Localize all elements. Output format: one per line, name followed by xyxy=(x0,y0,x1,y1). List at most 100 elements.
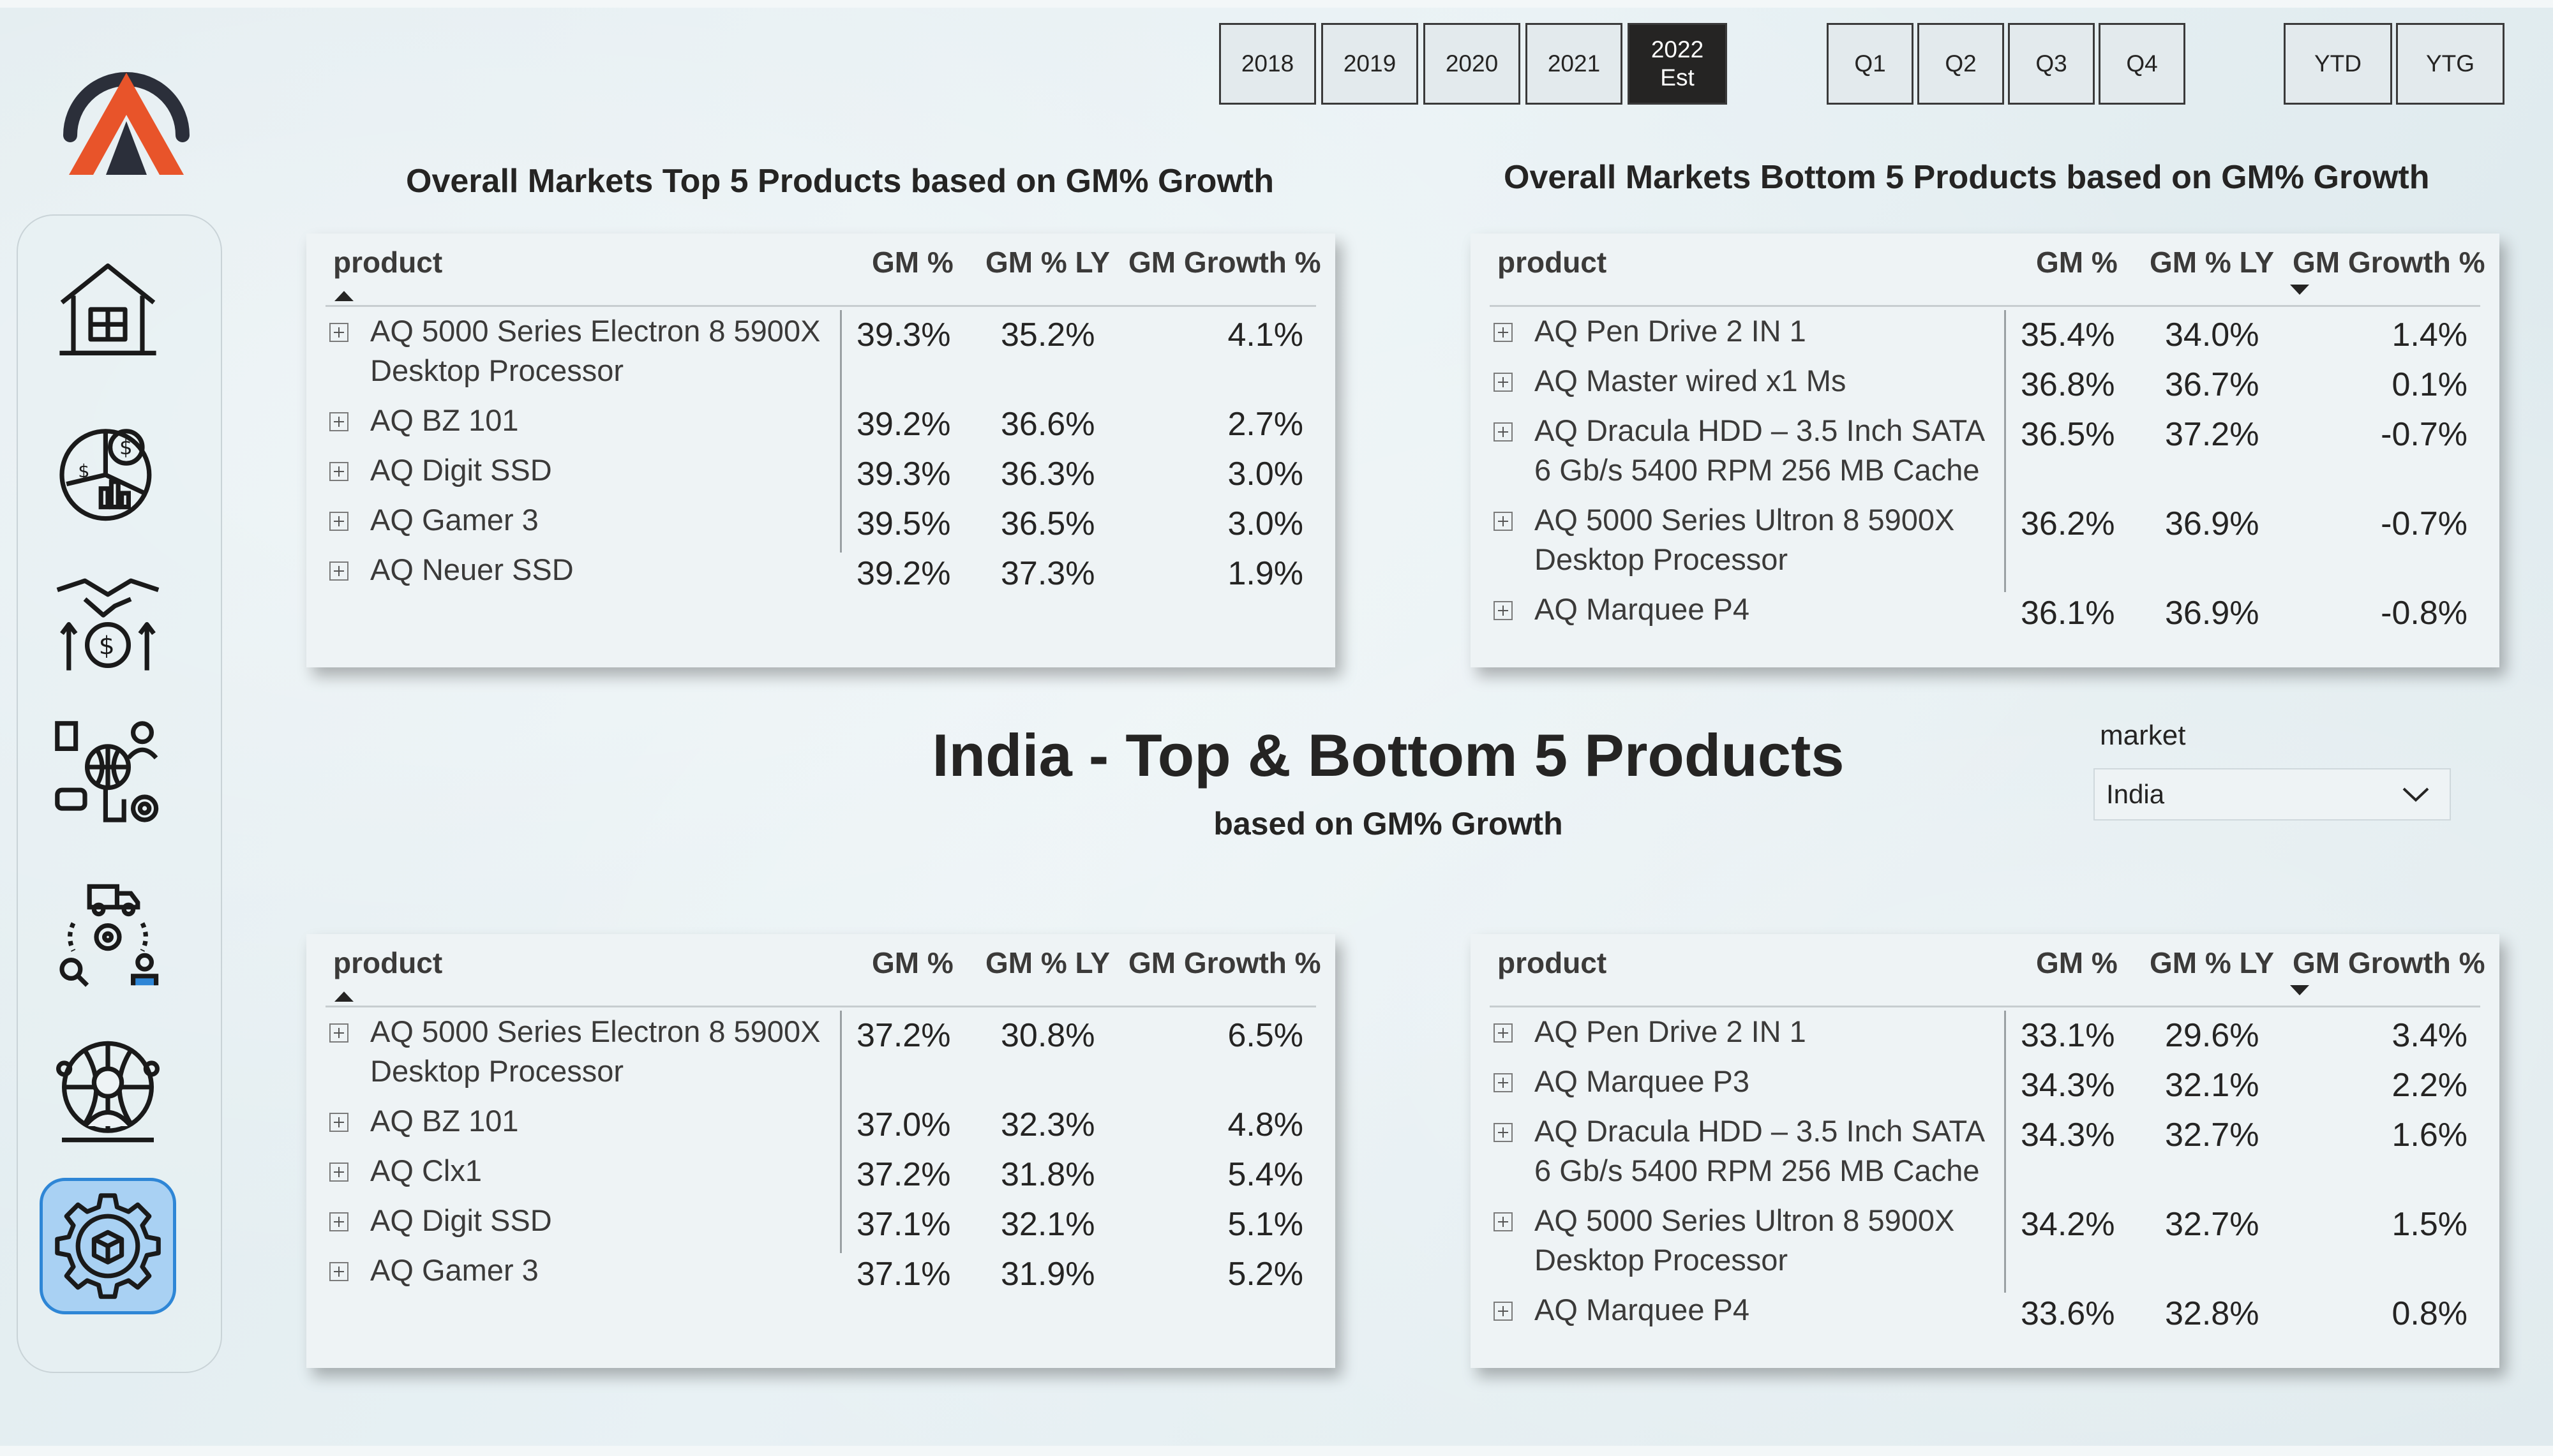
gm-growth-column-header[interactable]: GM Growth % xyxy=(2293,946,2485,979)
product-column-header[interactable]: product xyxy=(1497,246,1607,279)
table-row: AQ Dracula HDD – 3.5 Inch SATA 6 Gb/s 54… xyxy=(1471,1111,2499,1191)
gm-ly-value: 36.5% xyxy=(1001,505,1095,542)
gm-column-header[interactable]: GM % xyxy=(2036,946,2118,979)
nav-home-button[interactable] xyxy=(40,241,176,378)
gm-ly-value: 30.8% xyxy=(1001,1017,1095,1054)
nav-executive-button[interactable] xyxy=(40,1023,176,1160)
expand-row-icon[interactable] xyxy=(1494,1302,1513,1321)
table-row: AQ Gamer 3 39.5% 36.5% 3.0% xyxy=(306,500,1335,542)
product-name: AQ Neuer SSD xyxy=(370,553,574,586)
column-separator xyxy=(2004,310,2006,592)
product-name: AQ Digit SSD xyxy=(370,1203,552,1237)
gm-growth-value: 3.4% xyxy=(2392,1017,2467,1054)
expand-row-icon[interactable] xyxy=(329,1212,348,1231)
gm-value: 37.1% xyxy=(857,1206,951,1243)
gm-column-header[interactable]: GM % xyxy=(872,246,954,279)
expand-row-icon[interactable] xyxy=(1494,1073,1513,1092)
expand-row-icon[interactable] xyxy=(1494,1123,1513,1142)
market-dropdown[interactable]: India xyxy=(2093,768,2451,821)
expand-row-icon[interactable] xyxy=(329,561,348,581)
india-bottom-table: product GM % GM % LY GM Growth % AQ Pen Driv… xyxy=(1471,934,2499,1368)
nav-marketing-button[interactable] xyxy=(40,706,176,842)
executive-globe-icon xyxy=(56,1041,160,1143)
sort-descending-icon xyxy=(2290,285,2309,295)
gm-value: 39.3% xyxy=(857,316,951,353)
gm-ly-value: 36.9% xyxy=(2165,595,2259,632)
table-row: AQ 5000 Series Electron 8 5900X Desktop … xyxy=(306,1012,1335,1091)
product-column-header[interactable]: product xyxy=(333,946,443,979)
nav-finance-button[interactable]: $ $ xyxy=(40,402,176,539)
expand-row-icon[interactable] xyxy=(1494,1023,1513,1043)
gm-value: 37.2% xyxy=(857,1156,951,1193)
expand-row-icon[interactable] xyxy=(1494,422,1513,442)
product-name: AQ Dracula HDD – 3.5 Inch SATA 6 Gb/s 54… xyxy=(1534,413,1984,487)
quarter-q4-button[interactable]: Q4 xyxy=(2099,23,2185,105)
product-gear-icon xyxy=(55,1193,161,1299)
gm-value: 39.2% xyxy=(857,555,951,592)
gm-growth-column-header[interactable]: GM Growth % xyxy=(2293,246,2485,279)
gm-ly-column-header[interactable]: GM % LY xyxy=(2150,246,2275,279)
expand-row-icon[interactable] xyxy=(329,323,348,342)
gm-ly-column-header[interactable]: GM % LY xyxy=(985,246,1111,279)
ytd-button[interactable]: YTD xyxy=(2284,23,2392,105)
gm-growth-value: 3.0% xyxy=(1227,505,1303,542)
expand-row-icon[interactable] xyxy=(1494,373,1513,392)
year-2018-button[interactable]: 2018 xyxy=(1219,23,1316,105)
year-2020-button[interactable]: 2020 xyxy=(1423,23,1520,105)
year-2021-button[interactable]: 2021 xyxy=(1525,23,1622,105)
gm-ly-column-header[interactable]: GM % LY xyxy=(985,946,1111,979)
gm-ly-value: 36.6% xyxy=(1001,406,1095,443)
quarter-q3-button[interactable]: Q3 xyxy=(2008,23,2095,105)
gm-growth-column-header[interactable]: GM Growth % xyxy=(1128,246,1321,279)
gm-value: 37.2% xyxy=(857,1017,951,1054)
gm-ly-value: 36.9% xyxy=(2165,505,2259,542)
expand-row-icon[interactable] xyxy=(1494,512,1513,531)
expand-row-icon[interactable] xyxy=(329,1262,348,1281)
gm-growth-value: 5.2% xyxy=(1227,1256,1303,1293)
expand-row-icon[interactable] xyxy=(329,462,348,481)
nav-supply-chain-button[interactable] xyxy=(40,866,176,1003)
column-separator xyxy=(2004,1011,2006,1293)
year-2022-est-button[interactable]: 2022 Est xyxy=(1628,23,1727,105)
product-name: AQ Digit SSD xyxy=(370,453,552,487)
quarter-q2-button[interactable]: Q2 xyxy=(1917,23,2004,105)
expand-row-icon[interactable] xyxy=(329,1023,348,1043)
nav-sales-button[interactable]: $ xyxy=(40,554,176,690)
gm-ly-column-header[interactable]: GM % LY xyxy=(2150,946,2275,979)
gm-column-header[interactable]: GM % xyxy=(872,946,954,979)
expand-row-icon[interactable] xyxy=(329,412,348,431)
gm-column-header[interactable]: GM % xyxy=(2036,246,2118,279)
gm-growth-value: 4.1% xyxy=(1227,316,1303,353)
gm-ly-value: 37.2% xyxy=(2165,416,2259,453)
table-header: product GM % GM % LY GM Growth % xyxy=(326,934,1321,1007)
table-row: AQ Dracula HDD – 3.5 Inch SATA 6 Gb/s 54… xyxy=(1471,411,2499,490)
gm-growth-value: 0.8% xyxy=(2392,1295,2467,1332)
ytg-button[interactable]: YTG xyxy=(2396,23,2504,105)
sort-ascending-icon xyxy=(334,291,354,301)
gm-growth-value: 5.4% xyxy=(1227,1156,1303,1193)
quarter-q1-button[interactable]: Q1 xyxy=(1827,23,1913,105)
product-name: AQ BZ 101 xyxy=(370,1104,519,1138)
expand-row-icon[interactable] xyxy=(329,1163,348,1182)
product-name: AQ Master wired x1 Ms xyxy=(1534,364,1846,397)
gm-ly-value: 32.1% xyxy=(1001,1206,1095,1243)
gm-growth-column-header[interactable]: GM Growth % xyxy=(1128,946,1321,979)
expand-row-icon[interactable] xyxy=(1494,1212,1513,1231)
product-name: AQ Gamer 3 xyxy=(370,1253,539,1287)
nav-product-button[interactable] xyxy=(40,1178,176,1314)
overall-bottom-title: Overall Markets Bottom 5 Products based … xyxy=(1504,159,2430,196)
product-column-header[interactable]: product xyxy=(1497,946,1607,979)
product-column-header[interactable]: product xyxy=(333,246,443,279)
year-2019-button[interactable]: 2019 xyxy=(1321,23,1418,105)
expand-row-icon[interactable] xyxy=(1494,323,1513,342)
expand-row-icon[interactable] xyxy=(329,1113,348,1132)
expand-row-icon[interactable] xyxy=(1494,601,1513,620)
expand-row-icon[interactable] xyxy=(329,512,348,531)
gm-value: 39.2% xyxy=(857,406,951,443)
market-dropdown-value: India xyxy=(2106,779,2165,809)
table-row: AQ Marquee P4 33.6% 32.8% 0.8% xyxy=(1471,1290,2499,1332)
india-top-table: product GM % GM % LY GM Growth % AQ 5000 Ser… xyxy=(306,934,1335,1368)
gm-ly-value: 35.2% xyxy=(1001,316,1095,353)
gm-value: 36.8% xyxy=(2021,366,2115,403)
table-row: AQ 5000 Series Electron 8 5900X Desktop … xyxy=(306,311,1335,390)
